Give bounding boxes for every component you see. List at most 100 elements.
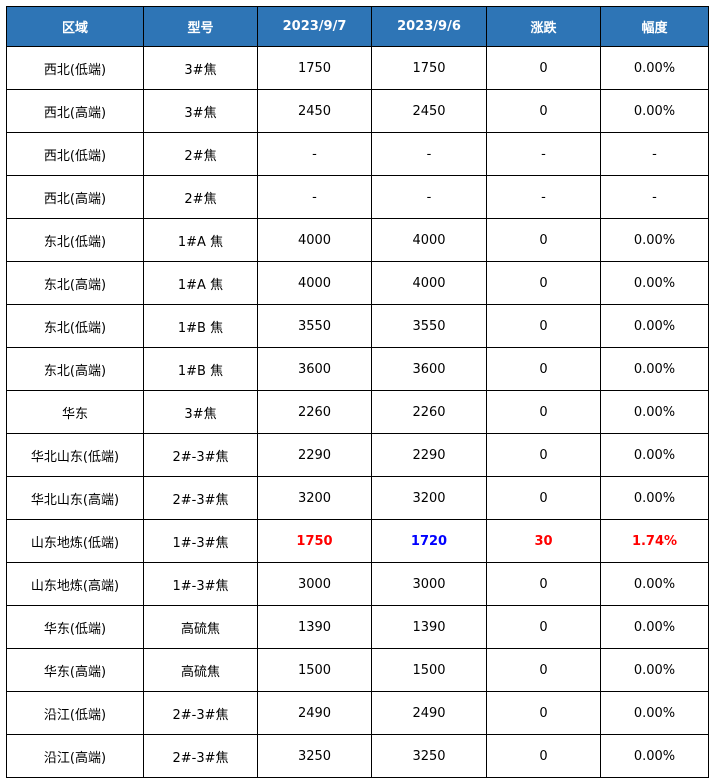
cell-change: 0 [486, 46, 601, 90]
cell-price-current: 1750 [257, 519, 372, 563]
cell-price-previous: 2490 [371, 691, 487, 735]
cell-change-pct: - [600, 132, 709, 176]
cell-region: 华东(高端) [6, 648, 144, 692]
table-row: 华东 3#焦 2260 2260 0 0.00% [6, 390, 709, 434]
cell-change: 0 [486, 476, 601, 520]
cell-model: 2#焦 [143, 132, 258, 176]
header-date-previous: 2023/9/6 [371, 6, 487, 47]
cell-price-current: - [257, 132, 372, 176]
table-body: 西北(低端) 3#焦 1750 1750 0 0.00% 西北(高端) 3#焦 2450 2450… [6, 46, 709, 778]
cell-price-previous: 3550 [371, 304, 487, 348]
cell-region: 华东 [6, 390, 144, 434]
cell-model: 1#B 焦 [143, 304, 258, 348]
cell-model: 2#-3#焦 [143, 433, 258, 477]
cell-model: 1#B 焦 [143, 347, 258, 391]
cell-price-previous: - [371, 175, 487, 219]
cell-change: 30 [486, 519, 601, 563]
cell-region: 西北(高端) [6, 89, 144, 133]
cell-change-pct: 1.74% [600, 519, 709, 563]
cell-change-pct: 0.00% [600, 347, 709, 391]
cell-model: 1#-3#焦 [143, 519, 258, 563]
cell-change: 0 [486, 89, 601, 133]
cell-model: 1#-3#焦 [143, 562, 258, 606]
header-row: 区域 型号 2023/9/7 2023/9/6 涨跌 幅度 [6, 6, 709, 47]
cell-model: 3#焦 [143, 89, 258, 133]
cell-price-current: 2290 [257, 433, 372, 477]
table-row: 东北(高端) 1#B 焦 3600 3600 0 0.00% [6, 347, 709, 391]
cell-change: 0 [486, 261, 601, 305]
cell-change: 0 [486, 347, 601, 391]
cell-price-current: 3000 [257, 562, 372, 606]
cell-region: 西北(高端) [6, 175, 144, 219]
table-row: 西北(高端) 2#焦 - - - - [6, 175, 709, 219]
cell-price-previous: 1500 [371, 648, 487, 692]
cell-price-previous: 1750 [371, 46, 487, 90]
cell-change: 0 [486, 390, 601, 434]
cell-price-current: 1500 [257, 648, 372, 692]
cell-price-previous: 1390 [371, 605, 487, 649]
header-model: 型号 [143, 6, 258, 47]
cell-price-previous: 4000 [371, 218, 487, 262]
table-row: 华北山东(高端) 2#-3#焦 3200 3200 0 0.00% [6, 476, 709, 520]
cell-region: 山东地炼(低端) [6, 519, 144, 563]
cell-model: 2#-3#焦 [143, 734, 258, 778]
cell-change-pct: 0.00% [600, 734, 709, 778]
header-date-current: 2023/9/7 [257, 6, 372, 47]
cell-change-pct: 0.00% [600, 218, 709, 262]
cell-change-pct: 0.00% [600, 46, 709, 90]
cell-region: 西北(低端) [6, 46, 144, 90]
cell-price-current: 2450 [257, 89, 372, 133]
cell-price-current: 3600 [257, 347, 372, 391]
cell-price-previous: 2450 [371, 89, 487, 133]
header-change: 涨跌 [486, 6, 601, 47]
cell-change: 0 [486, 691, 601, 735]
cell-region: 沿江(高端) [6, 734, 144, 778]
cell-region: 东北(高端) [6, 347, 144, 391]
cell-price-current: 2260 [257, 390, 372, 434]
table-row: 西北(高端) 3#焦 2450 2450 0 0.00% [6, 89, 709, 133]
cell-price-previous: 2260 [371, 390, 487, 434]
cell-price-current: 4000 [257, 261, 372, 305]
cell-model: 2#-3#焦 [143, 691, 258, 735]
cell-region: 沿江(低端) [6, 691, 144, 735]
cell-price-current: 3550 [257, 304, 372, 348]
table-row: 东北(低端) 1#A 焦 4000 4000 0 0.00% [6, 218, 709, 262]
cell-region: 山东地炼(高端) [6, 562, 144, 606]
cell-change-pct: 0.00% [600, 304, 709, 348]
cell-change: - [486, 175, 601, 219]
cell-price-current: 1750 [257, 46, 372, 90]
cell-change: 0 [486, 734, 601, 778]
table-row: 沿江(低端) 2#-3#焦 2490 2490 0 0.00% [6, 691, 709, 735]
cell-price-previous: 3000 [371, 562, 487, 606]
cell-change-pct: 0.00% [600, 433, 709, 477]
table-row: 华东(低端) 高硫焦 1390 1390 0 0.00% [6, 605, 709, 649]
cell-region: 西北(低端) [6, 132, 144, 176]
cell-change-pct: 0.00% [600, 648, 709, 692]
cell-price-previous: 3600 [371, 347, 487, 391]
cell-price-current: 4000 [257, 218, 372, 262]
price-table: 区域 型号 2023/9/7 2023/9/6 涨跌 幅度 西北(低端) 3#焦 1… [6, 6, 709, 778]
cell-model: 1#A 焦 [143, 261, 258, 305]
table-row: 华东(高端) 高硫焦 1500 1500 0 0.00% [6, 648, 709, 692]
cell-model: 高硫焦 [143, 605, 258, 649]
cell-price-previous: 1720 [371, 519, 487, 563]
cell-region: 华东(低端) [6, 605, 144, 649]
cell-price-previous: 2290 [371, 433, 487, 477]
cell-change: 0 [486, 218, 601, 262]
cell-region: 华北山东(高端) [6, 476, 144, 520]
cell-change-pct: 0.00% [600, 390, 709, 434]
cell-price-previous: 3250 [371, 734, 487, 778]
table-row: 东北(高端) 1#A 焦 4000 4000 0 0.00% [6, 261, 709, 305]
cell-change-pct: 0.00% [600, 89, 709, 133]
cell-change-pct: 0.00% [600, 261, 709, 305]
cell-price-previous: 4000 [371, 261, 487, 305]
cell-change-pct: 0.00% [600, 562, 709, 606]
cell-price-previous: - [371, 132, 487, 176]
cell-model: 3#焦 [143, 390, 258, 434]
table-row: 华北山东(低端) 2#-3#焦 2290 2290 0 0.00% [6, 433, 709, 477]
cell-change-pct: 0.00% [600, 476, 709, 520]
header-change-pct: 幅度 [600, 6, 709, 47]
cell-price-current: 3200 [257, 476, 372, 520]
table-row: 西北(低端) 2#焦 - - - - [6, 132, 709, 176]
header-region: 区域 [6, 6, 144, 47]
